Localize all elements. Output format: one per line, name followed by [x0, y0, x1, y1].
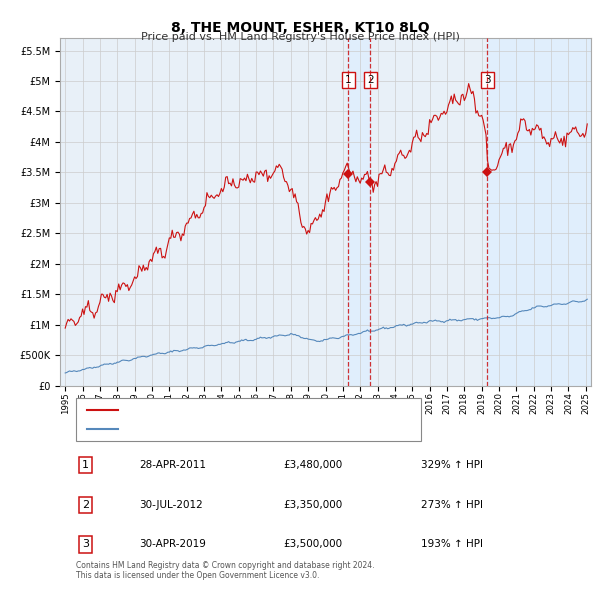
- Text: 2: 2: [367, 75, 374, 85]
- Text: Price paid vs. HM Land Registry's House Price Index (HPI): Price paid vs. HM Land Registry's House …: [140, 32, 460, 42]
- Text: £3,500,000: £3,500,000: [283, 539, 342, 549]
- Text: HPI: Average price, detached house, Elmbridge: HPI: Average price, detached house, Elmb…: [129, 424, 359, 434]
- Text: 1: 1: [345, 75, 352, 85]
- Text: 3: 3: [82, 539, 89, 549]
- Text: 329% ↑ HPI: 329% ↑ HPI: [421, 460, 483, 470]
- Text: 2: 2: [82, 500, 89, 510]
- Bar: [349, 38, 370, 386]
- Text: 3: 3: [484, 75, 491, 85]
- Text: Contains HM Land Registry data © Crown copyright and database right 2024.
This d: Contains HM Land Registry data © Crown c…: [76, 560, 374, 580]
- Text: 1: 1: [82, 460, 89, 470]
- Text: £3,350,000: £3,350,000: [283, 500, 342, 510]
- Text: 8, THE MOUNT, ESHER, KT10 8LQ: 8, THE MOUNT, ESHER, KT10 8LQ: [170, 21, 430, 35]
- Text: 273% ↑ HPI: 273% ↑ HPI: [421, 500, 483, 510]
- Bar: [487, 38, 591, 386]
- Text: 28-APR-2011: 28-APR-2011: [140, 460, 206, 470]
- Text: 30-JUL-2012: 30-JUL-2012: [140, 500, 203, 510]
- Text: 30-APR-2019: 30-APR-2019: [140, 539, 206, 549]
- Text: 8, THE MOUNT, ESHER, KT10 8LQ (detached house): 8, THE MOUNT, ESHER, KT10 8LQ (detached …: [129, 405, 381, 415]
- Text: 193% ↑ HPI: 193% ↑ HPI: [421, 539, 483, 549]
- Bar: [76, 398, 421, 441]
- Text: £3,480,000: £3,480,000: [283, 460, 342, 470]
